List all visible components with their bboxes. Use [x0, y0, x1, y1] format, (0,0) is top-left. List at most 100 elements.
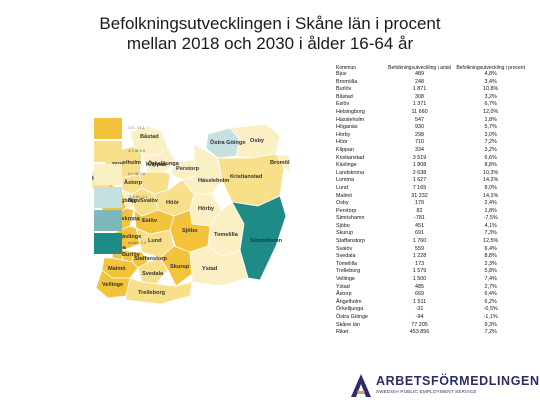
kommun-cell: Lomma — [336, 177, 354, 184]
kommun-cell: Helsingborg — [336, 108, 365, 115]
antal-cell: 691 — [415, 230, 425, 237]
kommun-cell: Åstorp — [336, 291, 352, 298]
table-row: Svedala 1 228 8,8% — [334, 253, 527, 261]
kommun-cell: Svalöv — [336, 245, 353, 252]
antal-cell: 1 808 — [412, 162, 427, 169]
antal-cell: 179 — [415, 200, 425, 207]
map-label: Trelleborg — [138, 290, 166, 296]
procent-cell: 6,6% — [484, 154, 497, 161]
table-body: Bjuv 489 4,8% Bromölla 248 3,4% Burlöv 1 871 10,… — [334, 71, 527, 337]
legend-label: 7,0 - 14,1 — [128, 125, 145, 130]
map-label: Svedala — [142, 271, 164, 277]
procent-cell: 6,4% — [484, 291, 497, 298]
header-kommun: Kommun — [336, 65, 357, 71]
antal-cell: 1 579 — [412, 268, 427, 275]
kommun-cell: Burlöv — [336, 86, 352, 93]
map-label: Osby — [250, 138, 265, 144]
kommun-cell: Höör — [336, 139, 348, 146]
antal-cell: 1 228 — [412, 253, 427, 260]
antal-cell: 77 205 — [411, 321, 428, 328]
title-line-1: Befolkningsutvecklingen i Skåne län i pr… — [99, 14, 441, 33]
antal-cell: -781 — [414, 215, 425, 222]
map-label: Svalöv — [140, 198, 159, 204]
kommun-cell: Eslöv — [336, 101, 350, 108]
map-label: Klippan — [146, 162, 167, 168]
arbetsformedlingen-logo: ARBETSFÖRMEDLINGEN SWEDISH PUBLIC EMPLOY… — [350, 372, 539, 402]
table-row: Östra Göinge -94 -1,1% — [334, 314, 527, 322]
table-row: Örkelljunga -31 -0,5% — [334, 306, 527, 314]
kommun-cell: Kävlinge — [336, 162, 357, 169]
table-row: Eslöv 1 371 6,7% — [334, 101, 527, 109]
kommun-cell: Riket — [336, 329, 349, 336]
antal-cell: 1 760 — [412, 238, 427, 245]
table-row: Simrishamn -781 -7,5% — [334, 215, 527, 223]
antal-cell: 930 — [415, 124, 425, 131]
kommun-cell: Perstorp — [336, 207, 357, 214]
procent-cell: 8,0% — [484, 184, 497, 191]
table-row: Helsingborg 11 660 12,0% — [334, 109, 527, 117]
antal-cell: 559 — [415, 245, 425, 252]
region-ystad — [189, 245, 249, 287]
antal-cell: 11 660 — [411, 108, 428, 115]
legend-label: -3,8 till -0,1 — [128, 194, 148, 199]
map-label: Ystad — [202, 266, 218, 272]
antal-cell: 31 232 — [411, 192, 428, 199]
kommun-cell: Osby — [336, 200, 349, 207]
procent-cell: 1,8% — [484, 116, 497, 123]
procent-cell: 3,0% — [484, 131, 497, 138]
table-row: Bromölla 248 3,4% — [334, 79, 527, 87]
antal-cell: -31 — [415, 306, 424, 313]
map-label: Höör — [166, 200, 180, 206]
kommun-cell: Sjöbo — [336, 222, 350, 229]
procent-cell: 6,7% — [484, 101, 497, 108]
map-label: Landskrona — [108, 216, 141, 222]
kommun-cell: Landskrona — [336, 169, 365, 176]
procent-cell: 4,1% — [484, 222, 497, 229]
procent-cell: 12,5% — [482, 238, 499, 245]
kommun-cell: Bromölla — [336, 78, 358, 85]
table-row: Lund 7 165 8,0% — [334, 185, 527, 193]
legend-label: 3,9 till 6,9 — [128, 148, 146, 153]
kommun-cell: Kristianstad — [336, 154, 365, 161]
map-label: Bromölla — [270, 160, 290, 166]
map-label: Åstorp — [124, 179, 143, 186]
table-row: Malmö 31 232 14,1% — [334, 193, 527, 201]
kommun-cell: Klippan — [336, 146, 354, 153]
table-row: Hörby 298 3,0% — [334, 132, 527, 140]
kommun-cell: Höganäs — [336, 124, 358, 131]
table-row: Kävlinge 1 808 8,8% — [334, 162, 527, 170]
table-row: Perstorp 82 1,8% — [334, 208, 527, 216]
procent-cell: 3,2% — [484, 93, 497, 100]
map-label: Bjuv — [128, 198, 141, 204]
map-label: Perstorp — [176, 166, 200, 172]
legend-label: -6,9 till -3,9 — [128, 217, 148, 222]
kommun-cell: Östra Göinge — [336, 314, 369, 320]
antal-cell: 1 371 — [412, 101, 427, 108]
antal-cell: 485 — [415, 283, 425, 290]
procent-cell: 7,2% — [484, 139, 497, 146]
kommun-cell: Tomelilla — [336, 260, 357, 267]
legend-swatch — [94, 118, 122, 139]
map-label: Örkelljunga — [148, 160, 180, 167]
legend-swatch — [94, 210, 122, 231]
data-table: Kommun Befolkningsutveckling i antal Bef… — [334, 63, 527, 337]
antal-cell: 334 — [415, 146, 425, 153]
antal-cell: 669 — [415, 291, 425, 298]
table-row: Bjuv 489 4,8% — [334, 71, 527, 79]
antal-cell: 3 519 — [412, 154, 427, 161]
kommun-cell: Vellinge — [336, 276, 355, 283]
map-label: Burlöv — [122, 252, 141, 258]
procent-cell: 3,2% — [484, 146, 497, 153]
map-labels: Båstad Östra Göinge Osby Ängelholm Klippan Hö… — [92, 133, 290, 296]
map-label: Östra Göinge — [210, 139, 245, 146]
table-row: Osby 179 2,4% — [334, 200, 527, 208]
procent-cell: 8,8% — [484, 253, 497, 260]
kommun-cell: Hörby — [336, 131, 351, 138]
legend-label: under -7,0 — [128, 240, 147, 245]
region-simrishamn — [231, 195, 287, 281]
kommun-cell: Ängelholm — [336, 298, 362, 305]
procent-cell: 2,7% — [484, 283, 497, 290]
kommun-cell: Skåne län — [336, 321, 360, 328]
map-label: Lund — [148, 238, 162, 244]
procent-cell: 7,2% — [484, 329, 497, 336]
